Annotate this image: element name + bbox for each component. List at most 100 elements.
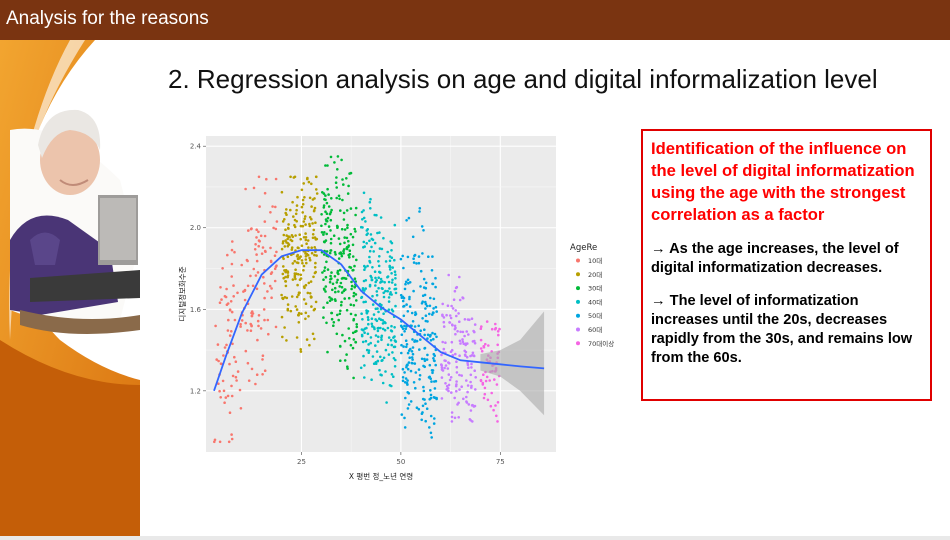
scatter-point	[239, 325, 242, 328]
scatter-point	[233, 250, 236, 254]
scatter-point	[324, 164, 327, 167]
scatter-point	[326, 268, 330, 271]
scatter-point	[412, 261, 416, 264]
scatter-point	[378, 317, 381, 320]
scatter-point	[376, 340, 380, 343]
scatter-point	[307, 315, 310, 318]
scatter-point	[243, 298, 247, 302]
scatter-point	[283, 245, 287, 248]
scatter-point	[382, 236, 385, 240]
scatter-point	[424, 300, 427, 304]
scatter-point	[285, 208, 288, 211]
scatter-point	[440, 353, 443, 357]
scatter-point	[431, 371, 434, 375]
scatter-point	[414, 386, 417, 390]
scatter-point	[348, 265, 351, 269]
scatter-point	[330, 297, 333, 300]
scatter-point	[431, 255, 434, 258]
scatter-point	[429, 414, 433, 418]
scatter-point	[441, 302, 445, 306]
scatter-point	[434, 276, 437, 280]
scatter-point	[320, 213, 323, 216]
scatter-point	[378, 368, 381, 372]
scatter-point	[374, 344, 377, 347]
scatter-point	[274, 205, 277, 209]
scatter-point	[361, 340, 365, 344]
scatter-point	[381, 381, 385, 385]
scatter-point	[234, 375, 238, 379]
scatter-point	[386, 343, 390, 346]
scatter-point	[362, 209, 365, 212]
scatter-point	[374, 280, 377, 284]
scatter-point	[327, 193, 330, 196]
scatter-point	[434, 363, 438, 367]
scatter-point	[346, 192, 350, 195]
scatter-point	[368, 261, 372, 264]
scatter-point	[365, 233, 368, 237]
scatter-point	[432, 307, 435, 310]
scatter-point	[380, 338, 383, 342]
scatter-point	[431, 369, 435, 372]
scatter-point	[246, 284, 250, 288]
scatter-point	[283, 218, 286, 221]
scatter-point	[295, 204, 299, 207]
scatter-point	[299, 348, 302, 351]
scatter-point	[380, 287, 384, 290]
scatter-point	[333, 161, 336, 164]
scatter-point	[391, 266, 394, 269]
scatter-point	[497, 333, 500, 337]
scatter-point	[496, 343, 500, 347]
scatter-point	[270, 296, 273, 299]
scatter-point	[444, 382, 447, 385]
scatter-point	[381, 319, 384, 322]
scatter-point	[333, 275, 337, 278]
scatter-point	[337, 290, 340, 293]
scatter-point	[291, 262, 295, 265]
scatter-point	[387, 308, 391, 311]
scatter-point	[393, 345, 397, 349]
scatter-point	[255, 287, 259, 291]
scatter-point	[424, 307, 427, 310]
scatter-point	[428, 426, 431, 429]
legend-label: 40대	[588, 298, 602, 306]
scatter-point	[375, 293, 379, 297]
scatter-point	[433, 359, 436, 363]
scatter-point	[420, 357, 424, 361]
scatter-point	[389, 240, 392, 243]
scatter-point	[225, 287, 228, 291]
scatter-point	[429, 431, 433, 435]
scatter-point	[351, 331, 355, 335]
scatter-point	[230, 433, 233, 436]
scatter-point	[369, 197, 372, 201]
scatter-point	[254, 382, 257, 386]
scatter-point	[310, 251, 314, 255]
scatter-point	[465, 395, 468, 399]
scatter-point	[346, 226, 349, 230]
scatter-point	[296, 283, 299, 287]
scatter-point	[413, 254, 416, 258]
callout-box: Identification of the influence on the l…	[641, 129, 932, 401]
scatter-point	[426, 337, 429, 340]
scatter-point	[249, 274, 252, 278]
scatter-point	[390, 343, 393, 347]
scatter-point	[459, 342, 462, 345]
scatter-point	[263, 191, 267, 195]
scatter-point	[347, 245, 350, 248]
scatter-point	[275, 264, 278, 267]
scatter-point	[284, 228, 287, 231]
scatter-point	[281, 272, 285, 276]
scatter-point	[280, 293, 283, 297]
scatter-plot-svg: 25 50 75 1.2 1.6 2.0 2.4 X 평번 정_노년 연령 디지털정보화수준 Ag…	[177, 136, 614, 481]
scatter-point	[421, 252, 424, 255]
scatter-point	[426, 333, 430, 337]
scatter-point	[342, 218, 346, 221]
scatter-point	[415, 406, 419, 410]
scatter-point	[423, 359, 427, 363]
scatter-point	[433, 380, 436, 383]
scatter-point	[378, 231, 381, 234]
scatter-point	[432, 357, 435, 360]
scatter-point	[315, 192, 319, 195]
scatter-point	[469, 380, 472, 384]
scatter-point	[263, 318, 266, 322]
scatter-point	[299, 237, 302, 241]
